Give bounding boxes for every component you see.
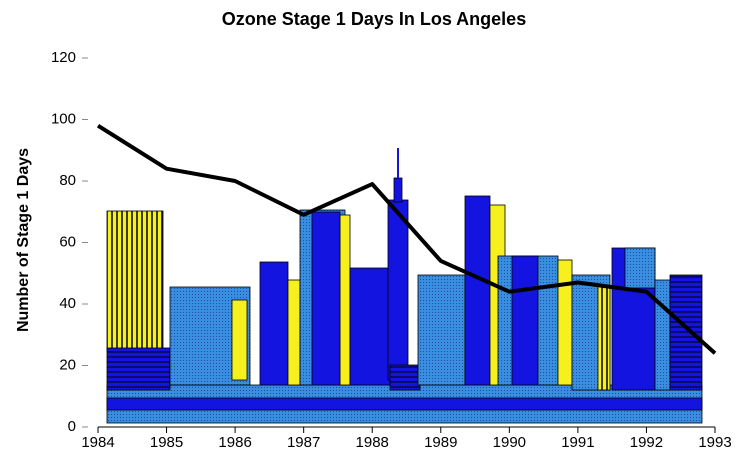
y-tick-label: 0: [68, 418, 76, 435]
x-tick-label: 1988: [356, 434, 389, 451]
x-tick-label: 1985: [150, 434, 183, 451]
x-tick-label: 1989: [424, 434, 457, 451]
x-tick-label: 1992: [630, 434, 663, 451]
y-axis-title: Number of Stage 1 Days: [15, 148, 32, 332]
y-tick-label: 60: [59, 233, 76, 250]
y-tick-label: 80: [59, 172, 76, 189]
y-tick-label: 100: [51, 110, 76, 127]
y-tick-label: 20: [59, 356, 76, 373]
x-tick-label: 1993: [698, 434, 731, 451]
y-tick-label: 40: [59, 295, 76, 312]
x-tick-label: 1990: [493, 434, 526, 451]
x-tick-label: 1987: [287, 434, 320, 451]
y-tick-label: 120: [51, 49, 76, 66]
x-tick-label: 1984: [81, 434, 114, 451]
x-tick-label: 1991: [561, 434, 594, 451]
x-tick-label: 1986: [218, 434, 251, 451]
chart-title: Ozone Stage 1 Days In Los Angeles: [222, 9, 526, 29]
chart: Ozone Stage 1 Days In Los Angeles Number…: [0, 0, 748, 458]
